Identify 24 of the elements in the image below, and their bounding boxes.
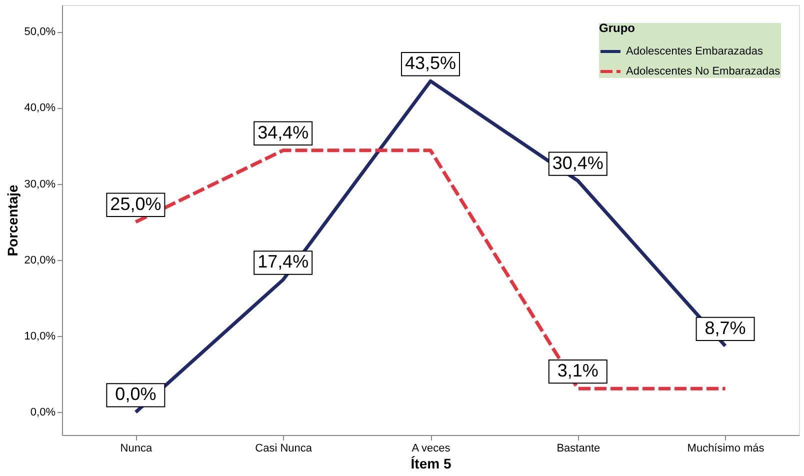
- data-label: 43,5%: [404, 53, 456, 74]
- x-tick-label: Casi Nunca: [255, 442, 313, 454]
- data-label: 30,4%: [552, 152, 604, 173]
- y-tick-label: 10,0%: [24, 330, 56, 343]
- y-tick-label: 0,0%: [30, 406, 56, 419]
- legend-title: Grupo: [599, 21, 635, 35]
- y-tick-label: 30,0%: [24, 178, 56, 190]
- data-label: 25,0%: [110, 194, 162, 214]
- legend-label: Adolescentes No Embarazadas: [626, 66, 781, 78]
- y-axis-title: Porcentaje: [4, 184, 20, 256]
- data-label: 0,0%: [115, 384, 156, 404]
- x-tick-label: Muchísimo más: [687, 442, 765, 454]
- x-tick-label: Nunca: [120, 442, 153, 454]
- data-label: 3,1%: [557, 360, 598, 381]
- data-label: 17,4%: [258, 252, 309, 272]
- data-label: 8,7%: [704, 318, 746, 338]
- x-tick-label: A veces: [412, 442, 451, 454]
- x-tick-label: Bastante: [556, 442, 600, 454]
- x-axis-title: Ítem 5: [410, 456, 452, 472]
- y-tick-label: 50,0%: [24, 26, 56, 38]
- y-tick-label: 40,0%: [24, 102, 56, 114]
- data-label: 34,4%: [258, 122, 309, 142]
- legend-label: Adolescentes Embarazadas: [626, 46, 764, 58]
- y-tick-label: 20,0%: [24, 254, 56, 266]
